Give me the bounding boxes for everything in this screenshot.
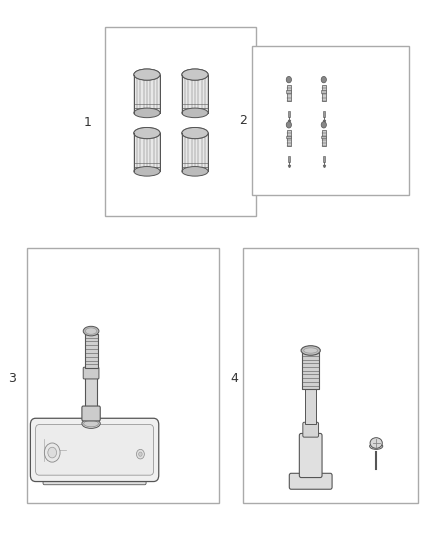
Bar bbox=[323, 156, 325, 162]
Bar bbox=[288, 111, 290, 117]
Ellipse shape bbox=[83, 326, 99, 336]
Bar bbox=[287, 130, 290, 146]
Ellipse shape bbox=[134, 127, 160, 139]
Bar bbox=[302, 352, 319, 389]
Ellipse shape bbox=[82, 419, 100, 429]
Ellipse shape bbox=[370, 438, 382, 448]
Circle shape bbox=[48, 447, 57, 458]
Bar bbox=[27, 248, 219, 503]
Bar bbox=[85, 376, 97, 408]
Bar bbox=[182, 133, 208, 171]
FancyBboxPatch shape bbox=[299, 433, 322, 478]
Ellipse shape bbox=[134, 166, 160, 176]
Bar bbox=[323, 87, 325, 91]
Ellipse shape bbox=[134, 69, 160, 80]
Ellipse shape bbox=[85, 328, 97, 334]
Bar bbox=[134, 75, 160, 113]
Bar bbox=[322, 130, 325, 146]
Bar bbox=[288, 132, 290, 136]
Circle shape bbox=[139, 452, 142, 456]
Ellipse shape bbox=[182, 166, 208, 176]
Bar bbox=[106, 27, 256, 216]
Text: 2: 2 bbox=[239, 114, 247, 127]
Bar bbox=[305, 389, 316, 424]
Bar bbox=[286, 135, 291, 138]
Circle shape bbox=[44, 443, 60, 462]
Bar bbox=[182, 75, 208, 113]
Ellipse shape bbox=[84, 421, 99, 427]
Text: 3: 3 bbox=[8, 372, 15, 385]
Bar bbox=[134, 133, 160, 171]
Circle shape bbox=[286, 76, 291, 83]
FancyBboxPatch shape bbox=[30, 418, 159, 481]
FancyBboxPatch shape bbox=[82, 406, 100, 421]
Bar bbox=[323, 111, 325, 117]
Ellipse shape bbox=[134, 69, 160, 80]
Bar bbox=[252, 46, 409, 195]
Ellipse shape bbox=[134, 108, 160, 118]
Text: 1: 1 bbox=[84, 117, 92, 130]
Ellipse shape bbox=[182, 69, 208, 80]
Circle shape bbox=[321, 76, 326, 83]
Bar bbox=[85, 334, 98, 368]
Bar bbox=[322, 85, 325, 101]
Ellipse shape bbox=[301, 346, 320, 356]
Bar bbox=[321, 135, 326, 138]
Bar bbox=[288, 87, 290, 91]
FancyBboxPatch shape bbox=[289, 473, 332, 489]
Bar bbox=[323, 132, 325, 136]
Bar bbox=[288, 156, 290, 162]
Ellipse shape bbox=[370, 443, 383, 449]
Bar bbox=[287, 85, 290, 101]
Ellipse shape bbox=[304, 348, 318, 353]
Circle shape bbox=[137, 449, 145, 459]
Circle shape bbox=[321, 122, 326, 128]
Ellipse shape bbox=[182, 127, 208, 139]
Ellipse shape bbox=[182, 127, 208, 139]
FancyBboxPatch shape bbox=[43, 472, 146, 484]
FancyBboxPatch shape bbox=[83, 367, 99, 379]
Bar bbox=[243, 248, 418, 503]
Text: 4: 4 bbox=[230, 372, 238, 385]
Bar bbox=[321, 91, 326, 93]
FancyBboxPatch shape bbox=[35, 425, 153, 475]
Ellipse shape bbox=[134, 127, 160, 139]
Bar bbox=[286, 91, 291, 93]
Circle shape bbox=[286, 122, 291, 128]
FancyBboxPatch shape bbox=[303, 422, 318, 437]
Ellipse shape bbox=[182, 108, 208, 118]
Ellipse shape bbox=[182, 69, 208, 80]
